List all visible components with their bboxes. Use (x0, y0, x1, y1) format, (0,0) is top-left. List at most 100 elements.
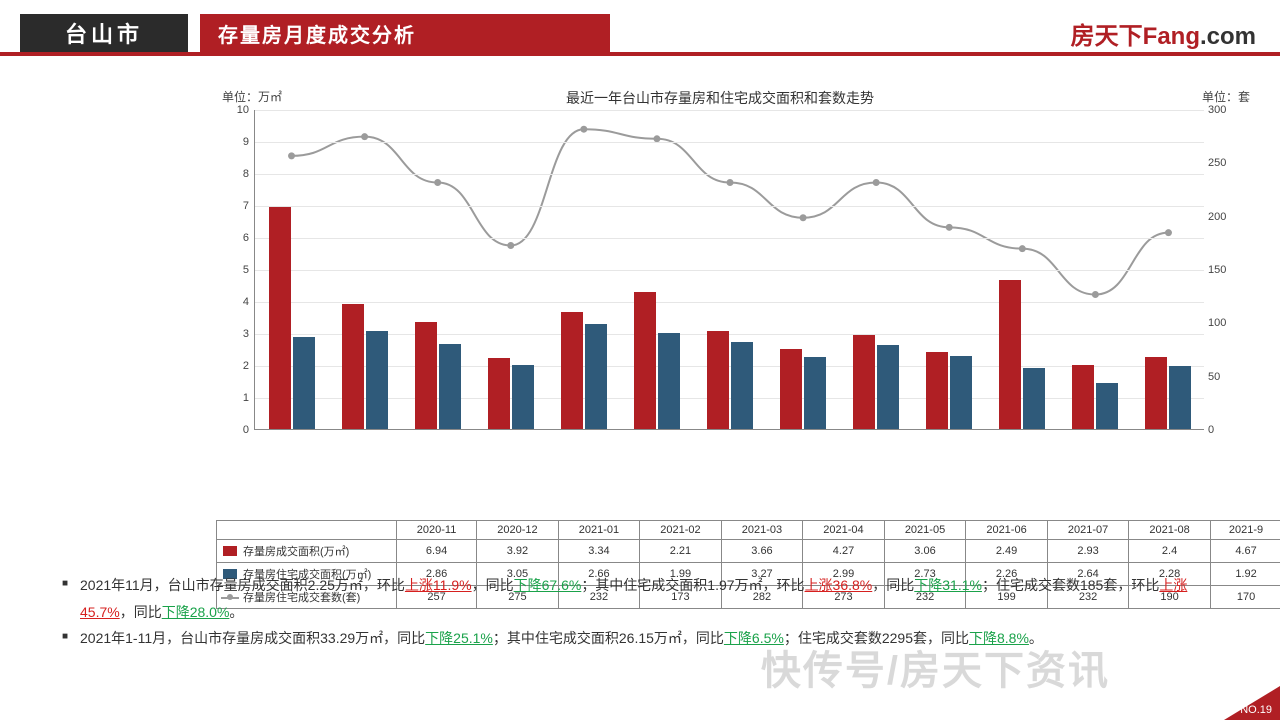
bar-series1 (269, 207, 291, 429)
bar-series2 (877, 345, 899, 429)
line-marker (361, 133, 368, 140)
gridline (255, 142, 1204, 143)
line-marker (1019, 245, 1026, 252)
table-header-cell: 2020-12 (477, 521, 559, 540)
line-marker (507, 242, 514, 249)
watermark: 快传号/房天下资讯 (761, 638, 1110, 696)
y-left-tick: 8 (227, 168, 249, 180)
bar-series1 (780, 349, 802, 429)
gridline (255, 174, 1204, 175)
y-left-tick: 5 (227, 264, 249, 276)
line-marker (873, 179, 880, 186)
page-number: NO.19 (1240, 704, 1272, 716)
bar-series1 (707, 331, 729, 429)
bar-series1 (415, 322, 437, 429)
bar-series1 (926, 352, 948, 429)
table-cell: 3.06 (884, 540, 966, 563)
y-left-tick: 6 (227, 232, 249, 244)
gridline (255, 334, 1204, 335)
bar-series2 (1169, 366, 1191, 429)
table-rowhead: 存量房成交面积(万㎡) (217, 540, 397, 563)
gridline (255, 398, 1204, 399)
chart-title: 最近一年台山市存量房和住宅成交面积和套数走势 (190, 88, 1250, 108)
table-header-cell: 2020-11 (397, 521, 477, 540)
gridline (255, 302, 1204, 303)
y-left-tick: 4 (227, 296, 249, 308)
y-right-tick: 0 (1208, 424, 1238, 436)
y-right-tick: 100 (1208, 317, 1238, 329)
chart-container: 单位：万㎡ 最近一年台山市存量房和住宅成交面积和套数走势 单位：套 012345… (190, 80, 1250, 520)
bar-series1 (999, 280, 1021, 429)
table-corner (217, 521, 397, 540)
y-right-tick: 50 (1208, 371, 1238, 383)
table-header-cell: 2021-03 (721, 521, 803, 540)
table-header-cell: 2021-05 (884, 521, 966, 540)
bar-series2 (1023, 368, 1045, 429)
line-marker (727, 179, 734, 186)
page-title: 存量房月度成交分析 (200, 14, 610, 52)
gridline (255, 238, 1204, 239)
bar-series2 (439, 344, 461, 429)
y-right-tick: 300 (1208, 104, 1238, 116)
bar-series1 (561, 312, 583, 429)
y-left-tick: 9 (227, 136, 249, 148)
y-right-tick: 200 (1208, 211, 1238, 223)
y-left-tick: 1 (227, 392, 249, 404)
table-header-cell: 2021-07 (1047, 521, 1129, 540)
bar-series2 (731, 342, 753, 429)
y-left-tick: 7 (227, 200, 249, 212)
y-axis-right-unit: 单位：套 (1202, 88, 1250, 105)
brand-logo: 房天下Fang.com (1071, 16, 1256, 51)
bar-series2 (804, 357, 826, 429)
line-marker (1092, 291, 1099, 298)
table-header-cell: 2021-04 (803, 521, 885, 540)
line-marker (580, 126, 587, 133)
line-marker (800, 214, 807, 221)
table-header-cell: 2021-01 (558, 521, 640, 540)
bar-series2 (1096, 383, 1118, 429)
line-marker (1165, 229, 1172, 236)
table-header-cell: 2021-9 (1210, 521, 1280, 540)
bar-series1 (1145, 357, 1167, 429)
gridline (255, 206, 1204, 207)
table-cell: 2.49 (966, 540, 1048, 563)
y-left-tick: 3 (227, 328, 249, 340)
bar-series1 (853, 335, 875, 429)
y-right-tick: 250 (1208, 157, 1238, 169)
note-1: 2021年11月，台山市存量房成交面积2.25万㎡，环比上涨11.9%，同比下降… (62, 572, 1240, 625)
brand-zh: 房天下 (1071, 23, 1143, 50)
line-marker (434, 179, 441, 186)
line-marker (288, 152, 295, 159)
bar-series1 (1072, 365, 1094, 429)
y-right-tick: 150 (1208, 264, 1238, 276)
y-left-tick: 2 (227, 360, 249, 372)
table-header-cell: 2021-02 (640, 521, 722, 540)
table-cell: 4.27 (803, 540, 885, 563)
header-underline (0, 52, 1280, 56)
gridline (255, 270, 1204, 271)
plot-area: 012345678910050100150200250300 (254, 110, 1204, 430)
y-left-tick: 10 (227, 104, 249, 116)
brand-en1: Fang (1143, 23, 1200, 50)
table-header-cell: 2021-08 (1129, 521, 1211, 540)
gridline (255, 366, 1204, 367)
bar-series1 (634, 292, 656, 429)
table-header-cell: 2021-06 (966, 521, 1048, 540)
gridline (255, 110, 1204, 111)
bar-series2 (293, 337, 315, 429)
table-cell: 2.93 (1047, 540, 1129, 563)
bar-series2 (512, 365, 534, 429)
bar-series1 (342, 304, 364, 429)
brand-en2: .com (1200, 23, 1256, 50)
table-cell: 6.94 (397, 540, 477, 563)
bar-series2 (950, 356, 972, 429)
bar-series2 (658, 333, 680, 429)
bar-series2 (366, 331, 388, 429)
city-badge: 台山市 (20, 14, 188, 52)
table-cell: 3.92 (477, 540, 559, 563)
line-marker (946, 224, 953, 231)
table-cell: 2.4 (1129, 540, 1211, 563)
bar-series2 (585, 324, 607, 429)
table-cell: 4.67 (1210, 540, 1280, 563)
table-cell: 3.66 (721, 540, 803, 563)
